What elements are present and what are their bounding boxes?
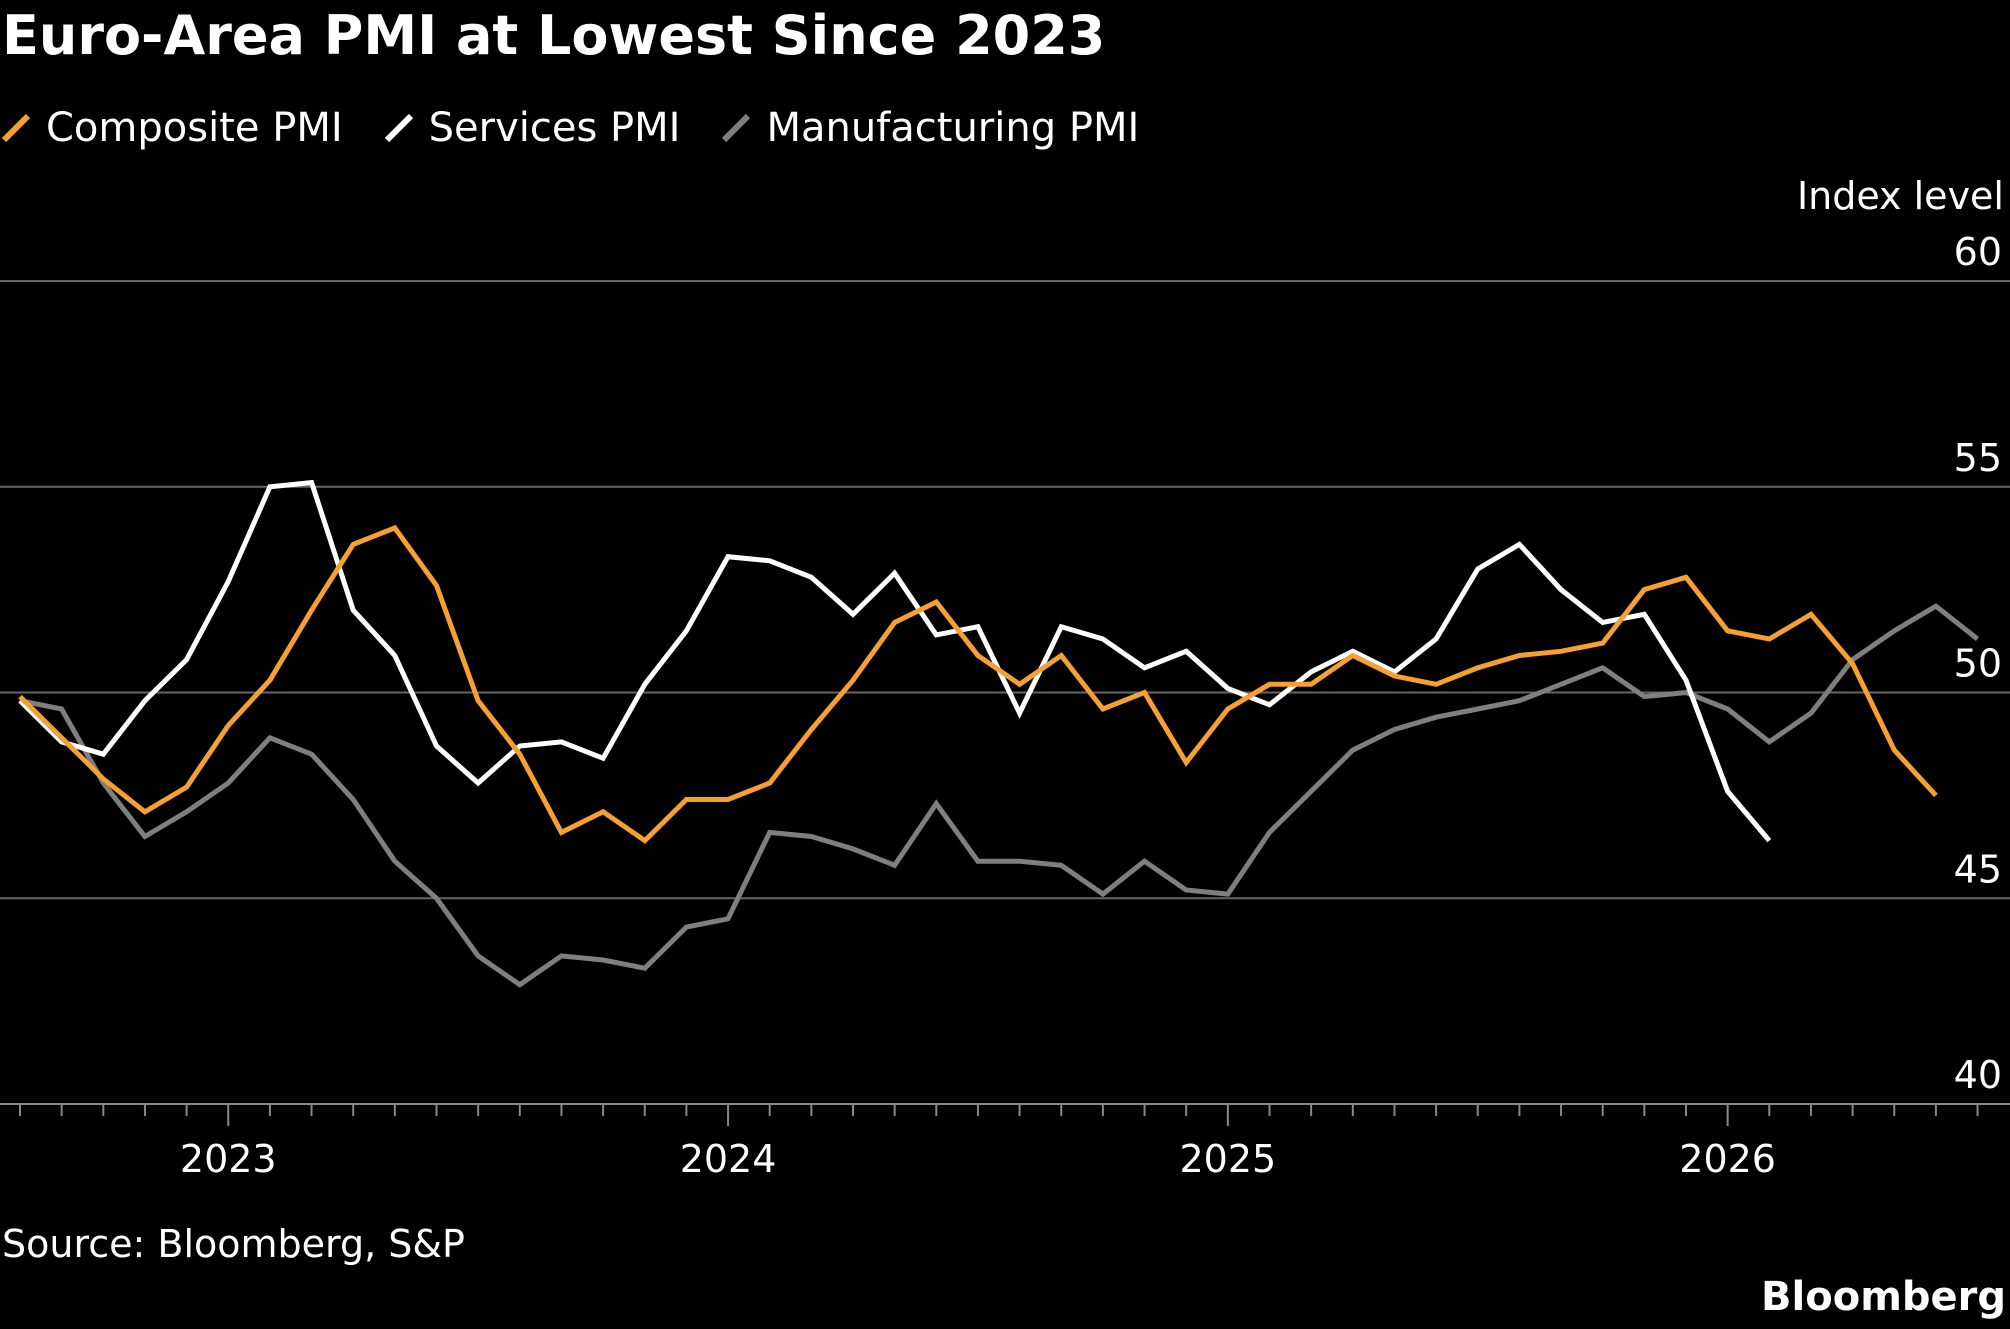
y-axis-unit-label: Index level [1796, 174, 2004, 218]
y-tick-label-50: 50 [1954, 642, 2002, 686]
bloomberg-logo: Bloomberg [1761, 1274, 2006, 1320]
x-tick-label-2025: 2025 [1179, 1137, 1276, 1181]
legend-item-composite: Composite PMI [0, 105, 343, 151]
legend-swatch-composite-icon [1, 113, 31, 143]
legend-item-manufacturing: Manufacturing PMI [720, 105, 1139, 151]
x-tick-label-2026: 2026 [1679, 1137, 1776, 1181]
legend-label-manufacturing: Manufacturing PMI [766, 105, 1140, 151]
x-tick-label-2024: 2024 [680, 1137, 777, 1181]
series-line-manufacturing-pmi [19, 603, 1980, 988]
chart-title: Euro-Area PMI at Lowest Since 2023 [2, 4, 1106, 67]
legend-item-services: Services PMI [383, 105, 681, 151]
legend-label-composite: Composite PMI [46, 105, 343, 151]
legend-swatch-manufacturing-icon [722, 113, 751, 143]
y-tick-label-40: 40 [1954, 1053, 2002, 1097]
legend-label-services: Services PMI [428, 105, 681, 151]
x-tick-label-2023: 2023 [180, 1137, 277, 1181]
y-tick-label-55: 55 [1954, 436, 2002, 480]
y-tick-label-60: 60 [1954, 230, 2002, 274]
series-line-services-pmi [18, 479, 1772, 843]
legend-swatch-services-icon [384, 113, 413, 143]
legend: Composite PMI Services PMI Manufacturing… [0, 100, 1179, 156]
series-line-composite-pmi [18, 524, 1938, 844]
source-note: Source: Bloomberg, S&P [2, 1222, 465, 1266]
y-tick-label-45: 45 [1954, 847, 2002, 891]
